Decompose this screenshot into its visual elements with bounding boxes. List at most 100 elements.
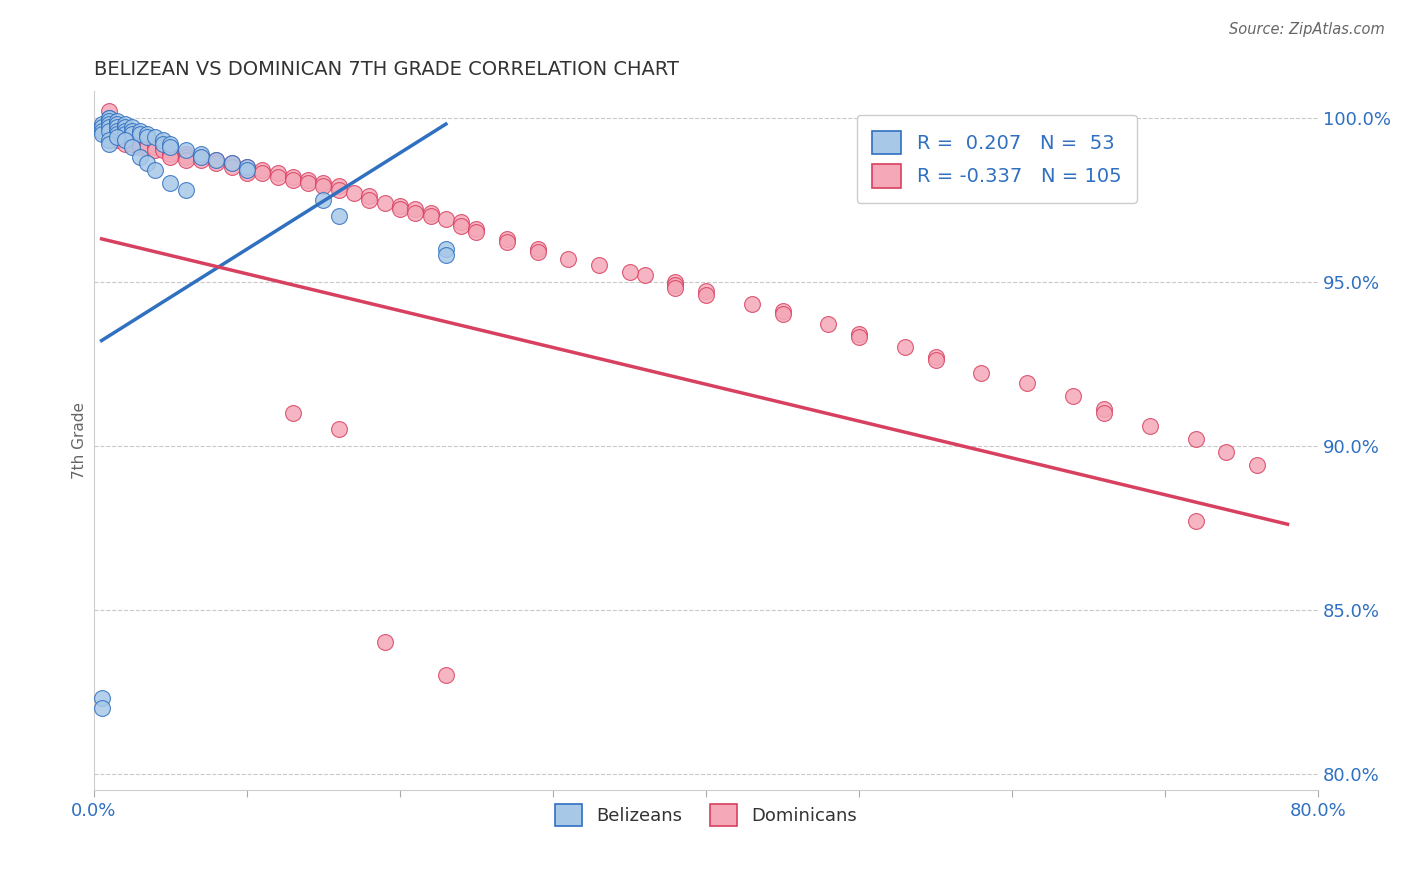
Point (526, 242, 548, 256)
Point (143, 163, 166, 178)
Point (634, 268, 657, 282)
Point (970, 367, 993, 381)
Point (312, 176, 335, 190)
Point (143, 136, 166, 151)
Point (236, 163, 259, 178)
Point (664, 275, 686, 289)
Point (159, 144, 181, 158)
Point (136, 130, 159, 145)
Point (105, 123, 128, 137)
Point (159, 150, 181, 164)
Point (90, 127, 112, 141)
Point (526, 244, 548, 259)
Point (388, 199, 411, 213)
Text: Source: ZipAtlas.com: Source: ZipAtlas.com (1229, 22, 1385, 37)
Point (848, 326, 870, 341)
Point (105, 127, 128, 141)
Point (136, 127, 159, 141)
Point (281, 406, 304, 420)
Point (98, 120, 121, 135)
Point (252, 163, 274, 178)
Point (496, 232, 519, 246)
Point (817, 317, 839, 331)
Point (619, 265, 641, 279)
Point (328, 179, 350, 194)
Point (121, 123, 143, 137)
Point (114, 127, 136, 141)
Point (114, 123, 136, 137)
Point (190, 150, 212, 164)
Point (924, 350, 946, 364)
Point (741, 297, 763, 311)
Point (128, 136, 150, 151)
Point (121, 136, 143, 151)
Point (465, 225, 488, 239)
Point (328, 183, 350, 197)
Point (312, 179, 335, 194)
Point (465, 222, 488, 236)
Point (205, 153, 228, 168)
Point (143, 140, 166, 154)
Point (236, 160, 259, 174)
Point (159, 136, 181, 151)
Point (143, 144, 166, 158)
Point (924, 353, 946, 368)
Point (1184, 514, 1206, 528)
Point (328, 209, 350, 223)
Point (121, 140, 143, 154)
Point (98, 136, 121, 151)
Point (128, 140, 150, 154)
Point (128, 150, 150, 164)
Point (772, 307, 794, 321)
Point (90, 701, 112, 715)
Point (152, 140, 174, 154)
Point (588, 258, 610, 272)
Point (114, 117, 136, 131)
Point (434, 242, 457, 256)
Legend: Belizeans, Dominicans: Belizeans, Dominicans (548, 797, 865, 833)
Point (98, 120, 121, 135)
Point (121, 133, 143, 147)
Point (221, 156, 243, 170)
Point (121, 130, 143, 145)
Point (152, 133, 174, 147)
Point (557, 252, 579, 266)
Point (98, 117, 121, 131)
Point (121, 127, 143, 141)
Point (136, 156, 159, 170)
Point (419, 209, 441, 223)
Point (159, 176, 181, 190)
Point (281, 173, 304, 187)
Point (105, 127, 128, 141)
Point (98, 130, 121, 145)
Point (450, 219, 472, 233)
Point (152, 144, 174, 158)
Point (1184, 432, 1206, 446)
Point (159, 146, 181, 161)
Point (105, 130, 128, 145)
Point (128, 133, 150, 147)
Point (266, 169, 288, 184)
Point (695, 287, 717, 301)
Point (496, 235, 519, 249)
Text: BELIZEAN VS DOMINICAN 7TH GRADE CORRELATION CHART: BELIZEAN VS DOMINICAN 7TH GRADE CORRELAT… (94, 60, 679, 78)
Point (772, 304, 794, 318)
Point (98, 133, 121, 147)
Point (328, 422, 350, 436)
Point (114, 133, 136, 147)
Point (236, 166, 259, 180)
Point (174, 146, 197, 161)
Point (190, 153, 212, 168)
Point (114, 130, 136, 145)
Point (174, 144, 197, 158)
Point (128, 123, 150, 137)
Point (434, 212, 457, 227)
Point (174, 150, 197, 164)
Point (98, 113, 121, 128)
Point (434, 248, 457, 262)
Point (90, 691, 112, 706)
Point (159, 140, 181, 154)
Point (136, 140, 159, 154)
Point (105, 130, 128, 145)
Point (105, 133, 128, 147)
